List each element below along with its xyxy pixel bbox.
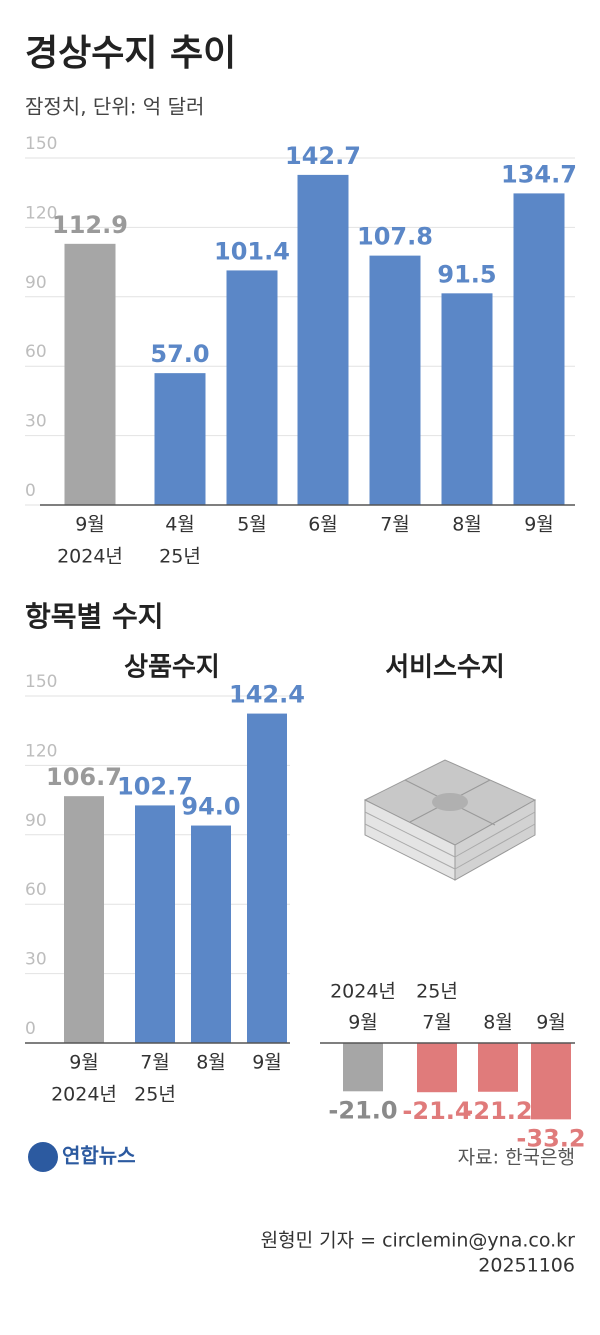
x-tick-label: 25년 — [416, 981, 458, 1003]
bar — [417, 1043, 457, 1093]
value-label: -21.4 — [402, 1097, 471, 1125]
x-tick-label: 9월 — [75, 514, 105, 536]
bar — [191, 825, 231, 1043]
value-label: 102.7 — [117, 772, 193, 800]
value-label: 107.8 — [357, 223, 433, 251]
value-label: -33.2 — [516, 1124, 585, 1152]
value-label: 106.7 — [46, 763, 122, 791]
money-icon — [363, 759, 537, 881]
y-tick-label: 60 — [25, 880, 47, 900]
x-tick-label: 7월 — [140, 1052, 170, 1074]
source: 자료: 한국은행 — [458, 1147, 575, 1169]
value-label: 101.4 — [214, 237, 290, 265]
y-tick-label: 0 — [25, 481, 36, 501]
value-label: 91.5 — [437, 260, 496, 288]
chart-title: 서비스수지 — [385, 653, 505, 683]
y-tick-label: 150 — [25, 134, 57, 154]
chart-subtitle: 잠정치, 단위: 억 달러 — [25, 95, 204, 119]
y-tick-label: 30 — [25, 412, 47, 432]
value-label: 142.7 — [285, 142, 361, 170]
x-tick-label: 9월 — [69, 1052, 99, 1074]
x-tick-label: 25년 — [134, 1084, 176, 1106]
x-tick-label: 8월 — [483, 1012, 513, 1034]
section-title: 항목별 수지 — [25, 600, 164, 633]
value-label: -21.2 — [463, 1097, 532, 1125]
bar — [64, 243, 116, 506]
logo-text: 연합뉴스 — [62, 1144, 136, 1168]
value-label: 142.4 — [229, 681, 305, 709]
bar — [531, 1043, 571, 1120]
x-tick-label: 5월 — [237, 514, 267, 536]
bar — [478, 1043, 518, 1092]
value-label: 112.9 — [52, 211, 128, 239]
x-tick-label: 9월 — [348, 1012, 378, 1034]
x-tick-label: 2024년 — [330, 981, 396, 1003]
x-tick-label: 8월 — [452, 514, 482, 536]
value-label: -21.0 — [328, 1096, 397, 1124]
bar — [343, 1043, 383, 1092]
y-tick-label: 60 — [25, 342, 47, 362]
x-tick-label: 9월 — [536, 1012, 566, 1034]
y-tick-label: 120 — [25, 203, 57, 223]
x-tick-label: 7월 — [422, 1012, 452, 1034]
chart-title: 상품수지 — [124, 653, 220, 683]
credit: 원형민 기자 = circlemin@yna.co.kr — [261, 1230, 576, 1252]
logo-mark — [28, 1142, 58, 1172]
x-tick-label: 4월 — [165, 514, 195, 536]
value-label: 57.0 — [150, 340, 209, 368]
bar — [369, 255, 421, 505]
bar — [135, 805, 175, 1043]
x-tick-label: 9월 — [524, 514, 554, 536]
bar — [226, 270, 278, 505]
bar — [441, 293, 493, 505]
date: 20251106 — [478, 1255, 575, 1277]
x-tick-label: 2024년 — [57, 546, 123, 568]
value-label: 94.0 — [181, 793, 240, 821]
y-tick-label: 0 — [25, 1019, 36, 1039]
x-tick-label: 25년 — [159, 546, 201, 568]
x-tick-label: 6월 — [308, 514, 338, 536]
y-tick-label: 90 — [25, 273, 47, 293]
bar — [513, 193, 565, 506]
chart-title: 경상수지 추이 — [25, 33, 236, 74]
y-tick-label: 30 — [25, 950, 47, 970]
y-tick-label: 150 — [25, 672, 57, 692]
x-tick-label: 7월 — [380, 514, 410, 536]
y-tick-label: 120 — [25, 741, 57, 761]
value-label: 134.7 — [501, 160, 577, 188]
x-tick-label: 9월 — [252, 1052, 282, 1074]
bar — [247, 713, 287, 1043]
bar — [64, 796, 104, 1043]
x-tick-label: 2024년 — [51, 1084, 117, 1106]
bar — [297, 174, 349, 505]
bar — [154, 373, 206, 505]
x-tick-label: 8월 — [196, 1052, 226, 1074]
y-tick-label: 90 — [25, 811, 47, 831]
